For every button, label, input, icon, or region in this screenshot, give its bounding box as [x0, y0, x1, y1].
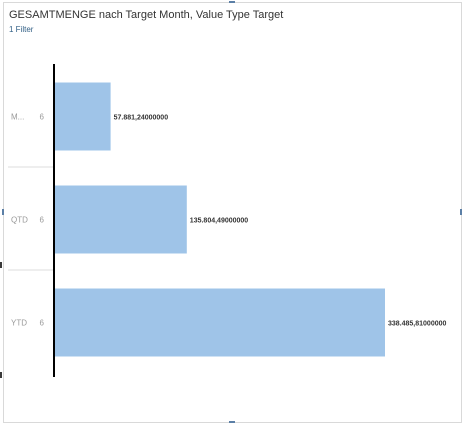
bar-2: [54, 185, 187, 254]
bar-1: [54, 82, 111, 151]
chart-title: GESAMTMENGE nach Target Month, Value Typ…: [9, 9, 284, 21]
filter-link[interactable]: 1 Filter: [9, 25, 34, 34]
window-edge-mark: [0, 372, 2, 378]
data-label-3: 338.485,81000000: [388, 321, 446, 328]
resize-handle-right[interactable]: [460, 209, 462, 215]
data-label-2: 135.804,49000000: [190, 218, 248, 225]
resize-handle-left[interactable]: [2, 209, 4, 215]
category-label-3: YTD: [11, 319, 27, 328]
category-sublabel-1: 6: [40, 113, 45, 122]
bar-3: [54, 288, 385, 357]
resize-handle-bottom[interactable]: [229, 421, 235, 423]
category-label-2: QTD: [11, 216, 28, 225]
category-label-1: M...: [11, 113, 24, 122]
window-edge-mark: [0, 262, 2, 268]
resize-handle-top[interactable]: [229, 1, 235, 3]
category-sublabel-2: 6: [40, 216, 45, 225]
data-label-1: 57.881,24000000: [114, 115, 169, 122]
category-sublabel-3: 6: [40, 319, 45, 328]
